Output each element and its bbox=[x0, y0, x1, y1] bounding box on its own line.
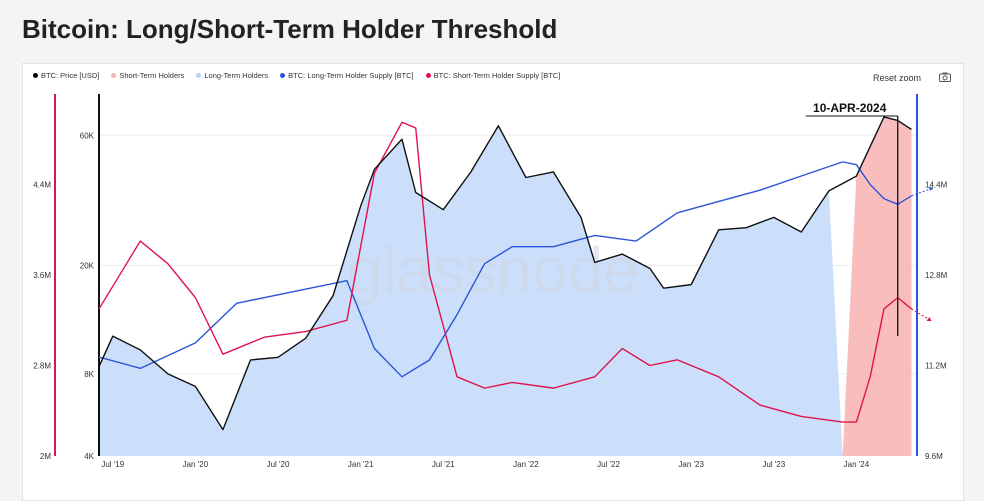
x-tick-label: Jan '23 bbox=[678, 460, 704, 469]
price-tick-label: 8K bbox=[84, 370, 94, 379]
legend-item-sth-supply[interactable]: BTC: Short-Term Holder Supply [BTC] bbox=[425, 71, 560, 80]
legend-dot-icon bbox=[280, 73, 286, 78]
legend-dot-icon bbox=[111, 73, 117, 78]
page-title: Bitcoin: Long/Short-Term Holder Threshol… bbox=[22, 14, 558, 44]
x-tick-label: Jul '23 bbox=[762, 460, 785, 469]
sth-tick-label: 2M bbox=[40, 452, 51, 461]
lth-tick-label: 9.6M bbox=[925, 452, 943, 461]
chart-panel: BTC: Price [USD] Short-Term Holders Long… bbox=[22, 63, 964, 501]
price-tick-label: 20K bbox=[80, 261, 95, 270]
legend-item-lth-supply[interactable]: BTC: Long-Term Holder Supply [BTC] bbox=[280, 71, 414, 80]
sth-supply-line bbox=[98, 121, 912, 423]
x-tick-label: Jul '20 bbox=[267, 460, 290, 469]
x-tick-label: Jan '24 bbox=[844, 460, 870, 469]
legend-item-lth-region[interactable]: Long-Term Holders bbox=[196, 71, 268, 80]
reset-zoom-button[interactable]: Reset zoom bbox=[872, 73, 921, 83]
lth-supply-line bbox=[98, 161, 912, 378]
legend-dot-icon bbox=[33, 73, 38, 78]
lth-tick-label: 11.2M bbox=[925, 362, 947, 371]
x-tick-label: Jan '20 bbox=[183, 460, 209, 469]
x-tick-label: Jul '22 bbox=[597, 460, 620, 469]
lth-region bbox=[99, 125, 843, 457]
chart-svg: glassnode 10-APR-2024 Jul '19 Jan '20 Jul '2… bbox=[33, 94, 948, 469]
legend-dot-icon bbox=[425, 73, 431, 78]
price-line bbox=[98, 116, 912, 431]
camera-icon[interactable] bbox=[939, 72, 951, 82]
price-tick-label: 4K bbox=[84, 452, 94, 461]
lth-tick-label: 12.8M bbox=[925, 271, 948, 280]
annotation-label: 10-APR-2024 bbox=[813, 101, 887, 115]
lth-tick-label: 14.4M bbox=[925, 181, 948, 190]
sth-tick-label: 4.4M bbox=[33, 181, 51, 190]
x-tick-label: Jan '22 bbox=[513, 460, 539, 469]
watermark-text: glassnode bbox=[347, 234, 639, 306]
legend-item-sth-region[interactable]: Short-Term Holders bbox=[111, 71, 184, 80]
sth-region bbox=[842, 116, 912, 457]
x-tick-label: Jul '19 bbox=[101, 460, 124, 469]
chart-legend: BTC: Price [USD] Short-Term Holders Long… bbox=[33, 71, 560, 80]
x-tick-label: Jul '21 bbox=[432, 460, 455, 469]
sth-arrow-head-icon bbox=[926, 316, 932, 321]
legend-dot-icon bbox=[196, 73, 202, 78]
x-tick-label: Jan '21 bbox=[348, 460, 374, 469]
lth-arrow-head-icon bbox=[928, 186, 934, 191]
price-tick-label: 60K bbox=[80, 131, 95, 140]
legend-item-price[interactable]: BTC: Price [USD] bbox=[33, 71, 99, 80]
sth-tick-label: 2.8M bbox=[33, 362, 51, 371]
sth-tick-label: 3.6M bbox=[33, 271, 51, 280]
